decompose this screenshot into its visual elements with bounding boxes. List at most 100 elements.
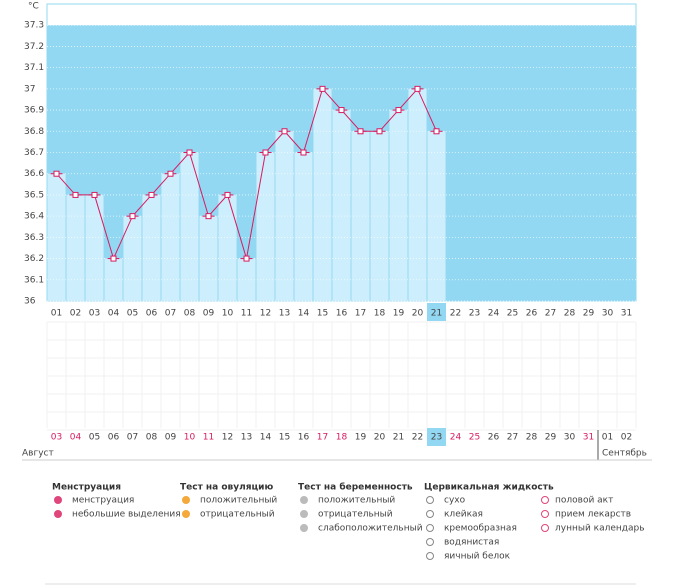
point	[243, 255, 250, 262]
legend-icon	[54, 510, 62, 518]
date-label: 11	[203, 433, 214, 443]
bar	[351, 131, 370, 302]
point	[129, 213, 136, 220]
x-tick-label: 03	[89, 309, 100, 319]
legend-icon	[300, 510, 308, 518]
legend-item: положительный	[318, 496, 395, 506]
x-tick-label: 24	[488, 309, 500, 319]
legend-item: небольшие выделения	[72, 510, 181, 520]
y-tick-label: 36.6	[24, 169, 44, 179]
bar	[427, 131, 446, 302]
point	[205, 213, 212, 220]
legend: Менструация менструация небольшие выделени…	[52, 482, 645, 562]
bar	[294, 152, 313, 302]
legend-icon	[54, 496, 62, 504]
legend-icon	[182, 510, 190, 518]
x-tick-label: 21	[431, 309, 442, 319]
legend-item: половой акт	[555, 496, 613, 506]
x-tick-label: 14	[298, 309, 310, 319]
bar	[370, 131, 389, 302]
x-tick-label: 23	[469, 309, 480, 319]
date-label: 26	[488, 433, 500, 443]
x-tick-label: 19	[393, 309, 405, 319]
legend-icon	[426, 538, 434, 546]
x-tick-label: 18	[374, 309, 386, 319]
point	[319, 85, 326, 92]
legend-item: отрицательный	[200, 510, 275, 520]
date-label: 03	[51, 433, 62, 443]
y-tick-label: 36.8	[24, 127, 44, 137]
x-tick-label: 08	[184, 309, 196, 319]
legend-icon	[426, 524, 434, 532]
x-tick-label: 28	[564, 309, 576, 319]
point	[110, 255, 117, 262]
legend-icon	[541, 496, 549, 504]
point	[186, 149, 193, 156]
point	[414, 85, 421, 92]
date-label: 25	[469, 433, 480, 443]
bar	[123, 215, 142, 302]
date-label: 10	[184, 433, 196, 443]
highlight	[427, 428, 446, 446]
date-label: 12	[222, 433, 233, 443]
date-label: 02	[621, 433, 632, 443]
point	[376, 128, 383, 135]
point	[395, 107, 402, 114]
x-tick-label: 01	[51, 309, 62, 319]
date-label: 23	[431, 433, 442, 443]
x-tick-label: 15	[317, 309, 328, 319]
point	[262, 149, 269, 156]
x-tick-label: 11	[241, 309, 252, 319]
bar	[199, 215, 218, 302]
bar	[85, 194, 104, 302]
x-tick-label: 17	[355, 309, 366, 319]
date-label: 01	[602, 433, 613, 443]
legend-item: водянистая	[444, 538, 499, 548]
unit: °C	[28, 2, 39, 12]
bar	[313, 88, 332, 302]
x-tick-label: 06	[146, 309, 158, 319]
y-tick-label: 36.4	[24, 212, 44, 222]
date-label: 06	[108, 433, 120, 443]
date-label: 22	[412, 433, 423, 443]
x-tick-label: 02	[70, 309, 81, 319]
y-tick-label: 37.2	[24, 42, 44, 52]
y-tick-label: 36	[24, 297, 36, 307]
legend-item: сухо	[444, 496, 466, 506]
legend-title: Тест на овуляцию	[180, 483, 273, 493]
bar	[142, 194, 161, 302]
x-tick-label: 10	[222, 309, 234, 319]
x-tick-label: 05	[127, 309, 138, 319]
point	[357, 128, 364, 135]
bar	[66, 194, 85, 302]
date-label: 28	[526, 433, 538, 443]
x-tick-label: 09	[203, 309, 215, 319]
legend-icon	[426, 496, 434, 504]
x-tick-label: 16	[336, 309, 348, 319]
date-label: 07	[127, 433, 138, 443]
point	[300, 149, 307, 156]
legend-title: Цервикальная жидкость	[424, 483, 554, 493]
legend-icon	[300, 524, 308, 532]
y-tick-label: 36.9	[24, 106, 44, 116]
point	[91, 191, 98, 198]
y-tick-label: 36.2	[24, 254, 44, 264]
x-tick-label: 22	[450, 309, 461, 319]
bar	[389, 109, 408, 302]
date-label: 16	[298, 433, 310, 443]
legend-icon	[541, 510, 549, 518]
legend-icon	[426, 510, 434, 518]
date-label: 13	[241, 433, 252, 443]
y-tick-label: 37	[24, 84, 35, 94]
bar	[408, 88, 427, 302]
legend-item: прием лекарств	[555, 510, 631, 520]
y-tick-label: 36.1	[24, 275, 44, 285]
date-label: 15	[279, 433, 290, 443]
month-label: Сентябрь	[602, 449, 647, 459]
legend-icon	[541, 524, 549, 532]
x-tick-label: 13	[279, 309, 290, 319]
legend-icon	[300, 496, 308, 504]
x-tick-label: 30	[602, 309, 614, 319]
date-label: 20	[374, 433, 386, 443]
